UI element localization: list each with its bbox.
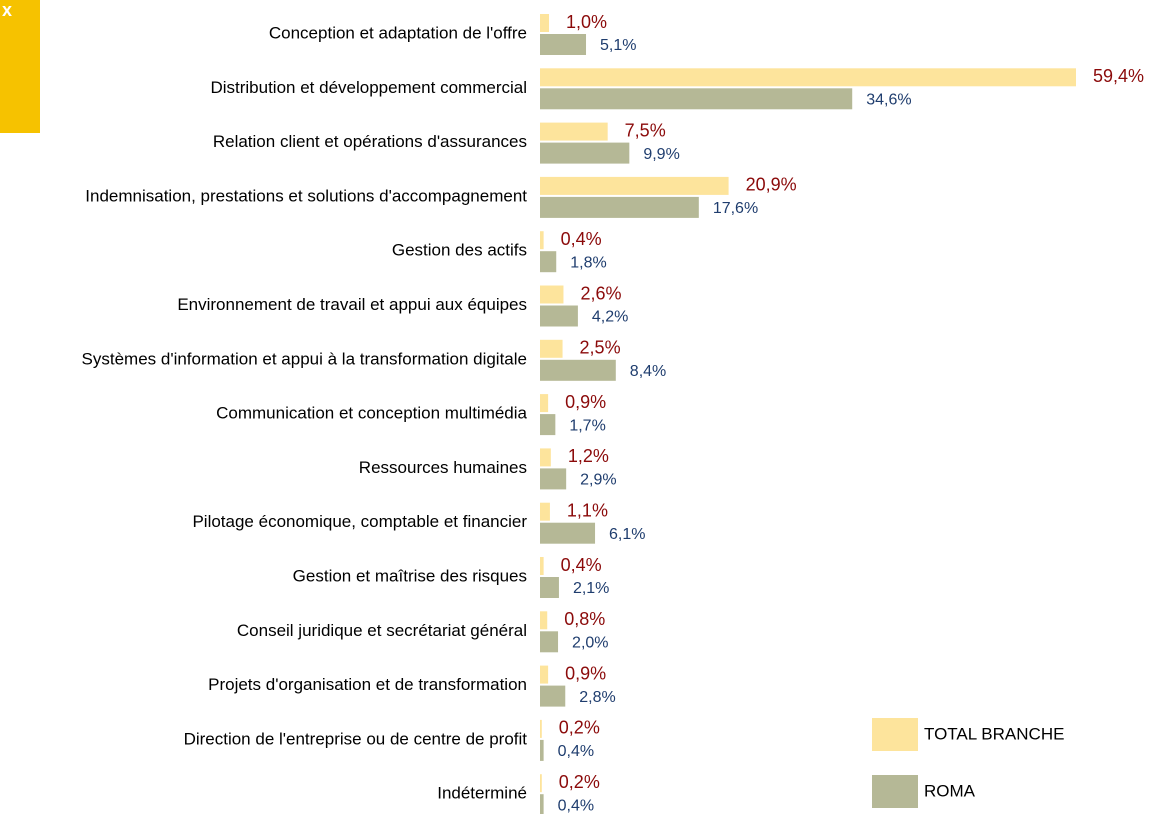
bar — [540, 522, 596, 544]
value-label: 1,8% — [570, 254, 606, 271]
category-label: Environnement de travail et appui aux éq… — [177, 295, 527, 314]
bar — [540, 448, 551, 467]
legend-label: TOTAL BRANCHE — [924, 724, 1064, 743]
category-label: Ressources humaines — [359, 458, 527, 477]
bar — [540, 414, 556, 436]
bar — [540, 577, 559, 598]
bar — [540, 739, 544, 761]
category-label: Conception et adaptation de l'offre — [269, 23, 527, 42]
value-label: 0,4% — [558, 743, 594, 760]
bar — [540, 122, 608, 141]
bar — [540, 359, 616, 381]
bar — [540, 231, 544, 250]
bar — [540, 339, 563, 358]
bar — [540, 305, 578, 327]
value-label: 2,1% — [573, 580, 609, 597]
value-label: 1,2% — [568, 446, 609, 466]
corner-box — [0, 0, 40, 133]
bar — [540, 142, 630, 164]
value-label: 0,4% — [558, 797, 594, 814]
bar — [540, 685, 566, 707]
value-label: 0,8% — [564, 609, 605, 629]
bar — [540, 176, 729, 195]
value-label: 2,9% — [580, 472, 616, 489]
bar — [540, 611, 548, 630]
category-label: Distribution et développement commercial — [210, 78, 527, 97]
category-label: Relation client et opérations d'assuranc… — [213, 132, 527, 151]
legend-label: ROMA — [924, 781, 976, 800]
value-label: 8,4% — [630, 363, 666, 380]
category-label: Gestion des actifs — [392, 241, 527, 260]
value-label: 1,0% — [566, 12, 607, 32]
value-label: 1,7% — [569, 417, 605, 434]
category-label: Indéterminé — [437, 784, 527, 803]
category-label: Conseil juridique et secrétariat général — [237, 621, 527, 640]
category-label: Communication et conception multimédia — [216, 404, 527, 423]
value-label: 0,2% — [559, 772, 600, 792]
bar — [540, 14, 550, 32]
bar — [540, 502, 550, 521]
category-label: Systèmes d'information et appui à la tra… — [82, 349, 527, 368]
value-label: 59,4% — [1093, 66, 1144, 86]
value-label: 0,4% — [561, 229, 602, 249]
value-label: 0,4% — [561, 555, 602, 575]
legend-swatch — [872, 775, 918, 808]
bar — [540, 88, 853, 110]
value-label: 2,6% — [580, 283, 621, 303]
value-label: 7,5% — [625, 120, 666, 140]
legend-swatch — [872, 718, 918, 751]
bar — [540, 719, 542, 738]
value-label: 17,6% — [713, 200, 758, 217]
value-label: 1,1% — [567, 500, 608, 520]
value-label: 2,0% — [572, 635, 608, 652]
bar — [540, 196, 699, 218]
bar — [540, 34, 587, 55]
bar — [540, 665, 549, 684]
bar — [540, 68, 1076, 87]
value-label: 0,9% — [565, 392, 606, 412]
value-label: 6,1% — [609, 526, 645, 543]
category-label: Indemnisation, prestations et solutions … — [85, 186, 527, 205]
bar — [540, 468, 567, 490]
value-label: 34,6% — [866, 92, 911, 109]
bar — [540, 794, 544, 814]
value-label: 0,2% — [559, 718, 600, 738]
category-label: Gestion et maîtrise des risques — [293, 566, 527, 585]
bar — [540, 774, 542, 793]
bar — [540, 251, 557, 273]
value-label: 0,9% — [565, 663, 606, 683]
bar — [540, 394, 549, 413]
value-label: 4,2% — [592, 309, 628, 326]
value-label: 2,8% — [579, 689, 615, 706]
category-label: Projets d'organisation et de transformat… — [208, 675, 527, 694]
value-label: 20,9% — [746, 175, 797, 195]
value-label: 2,5% — [580, 338, 621, 358]
value-label: 5,1% — [600, 37, 636, 54]
corner-label: x — [2, 0, 12, 20]
bar — [540, 557, 544, 575]
value-label: 9,9% — [643, 146, 679, 163]
bar — [540, 285, 564, 304]
bar — [540, 631, 559, 653]
category-label: Direction de l'entreprise ou de centre d… — [184, 729, 528, 748]
category-label: Pilotage économique, comptable et financ… — [192, 512, 527, 531]
